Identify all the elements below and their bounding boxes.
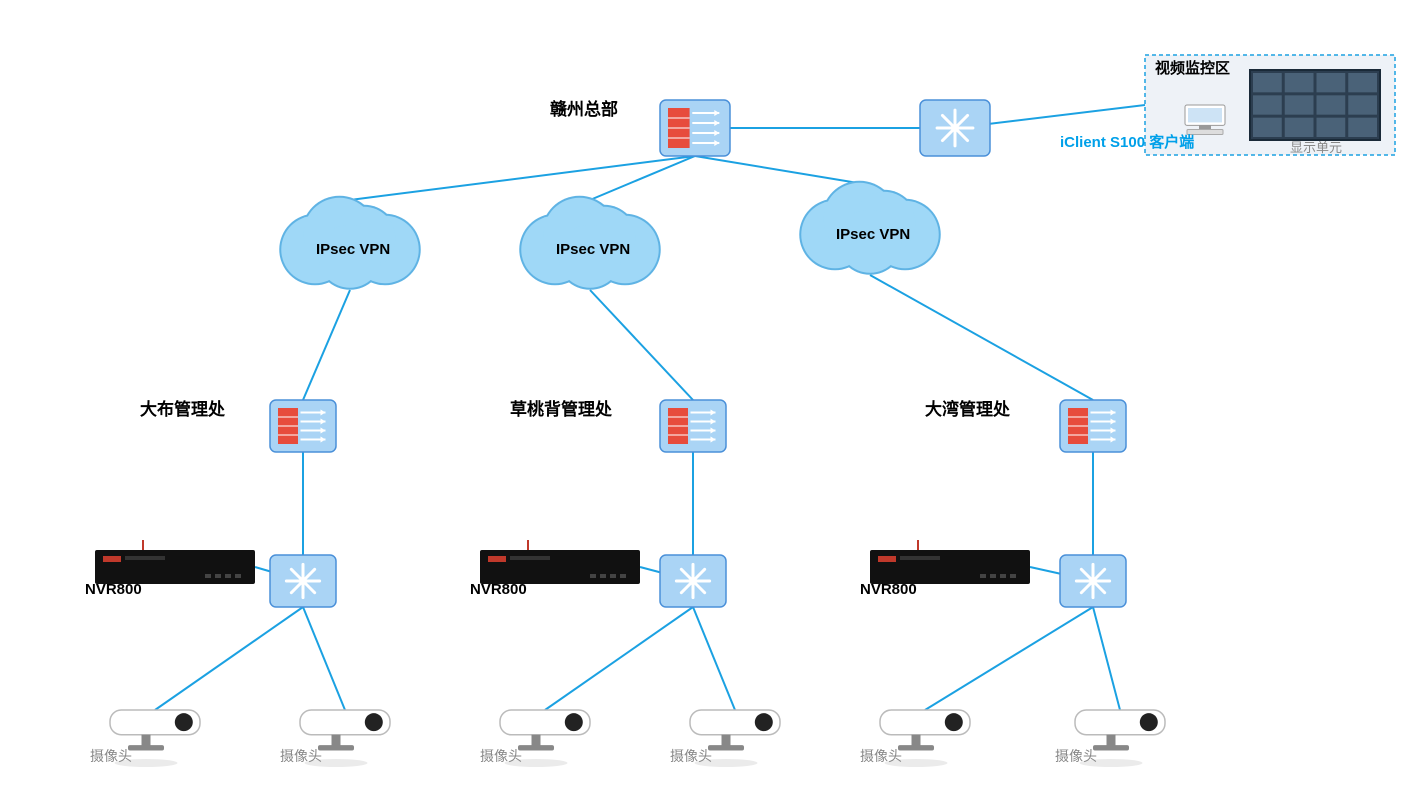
link — [545, 607, 693, 710]
label-nvr: NVR800 — [470, 581, 527, 598]
firewall-icon — [660, 400, 726, 452]
firewall-icon — [1060, 400, 1126, 452]
switch-icon — [920, 100, 990, 156]
label-camera: 摄像头 — [480, 746, 522, 766]
label-hq: 赣州总部 — [550, 95, 618, 120]
link — [155, 607, 303, 710]
label-camera: 摄像头 — [1055, 746, 1097, 766]
label-branch1: 大布管理处 — [140, 395, 225, 420]
nvr-icon — [95, 540, 255, 584]
link — [1093, 607, 1120, 710]
label-vpn: IPsec VPN — [836, 226, 910, 243]
label-branch2: 草桃背管理处 — [510, 395, 612, 420]
link — [870, 275, 1093, 400]
label-vpn: IPsec VPN — [556, 241, 630, 258]
label-camera: 摄像头 — [280, 746, 322, 766]
switch-icon — [660, 555, 726, 607]
link — [590, 290, 693, 400]
label-monitor_area: 视频监控区 — [1155, 57, 1230, 78]
label-camera: 摄像头 — [90, 746, 132, 766]
link — [693, 607, 735, 710]
nvr-icon — [480, 540, 640, 584]
switch-icon — [270, 555, 336, 607]
link — [303, 607, 345, 710]
label-nvr: NVR800 — [860, 581, 917, 598]
label-vpn: IPsec VPN — [316, 241, 390, 258]
video-wall-icon — [1250, 70, 1380, 140]
label-display_unit: 显示单元 — [1290, 137, 1342, 156]
switch-icon — [1060, 555, 1126, 607]
link — [303, 290, 350, 400]
label-camera: 摄像头 — [860, 746, 902, 766]
label-branch3: 大湾管理处 — [925, 395, 1010, 420]
nvr-icon — [870, 540, 1030, 584]
label-camera: 摄像头 — [670, 746, 712, 766]
link — [695, 156, 870, 185]
link — [925, 607, 1093, 710]
firewall-icon — [270, 400, 336, 452]
label-nvr: NVR800 — [85, 581, 142, 598]
label-client: iClient S100 客户端 — [1060, 131, 1194, 152]
firewall-icon — [660, 100, 730, 156]
